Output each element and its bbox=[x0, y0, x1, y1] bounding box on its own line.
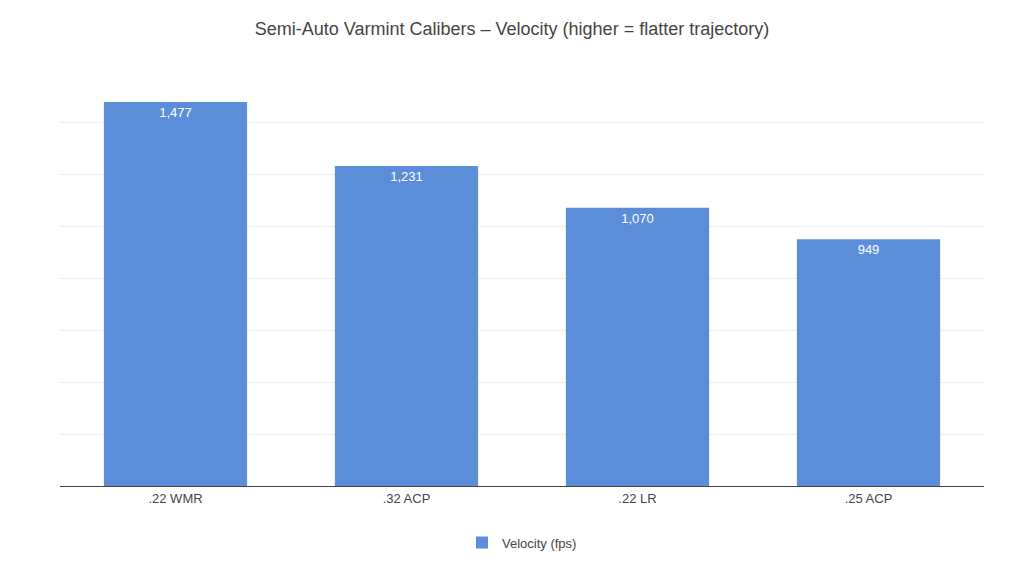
svg-text:Semi-Auto Varmint Calibers – V: Semi-Auto Varmint Calibers – Velocity (h… bbox=[255, 19, 769, 39]
svg-text:.22 LR: .22 LR bbox=[618, 491, 656, 506]
svg-text:.22 WMR: .22 WMR bbox=[148, 491, 202, 506]
svg-text:.25 ACP: .25 ACP bbox=[845, 491, 893, 506]
svg-text:1,477: 1,477 bbox=[159, 105, 192, 120]
svg-text:949: 949 bbox=[858, 242, 880, 257]
svg-text:Velocity (fps): Velocity (fps) bbox=[502, 536, 576, 551]
svg-text:.32 ACP: .32 ACP bbox=[383, 491, 431, 506]
svg-text:1,231: 1,231 bbox=[390, 169, 423, 184]
svg-text:1,070: 1,070 bbox=[621, 211, 654, 226]
